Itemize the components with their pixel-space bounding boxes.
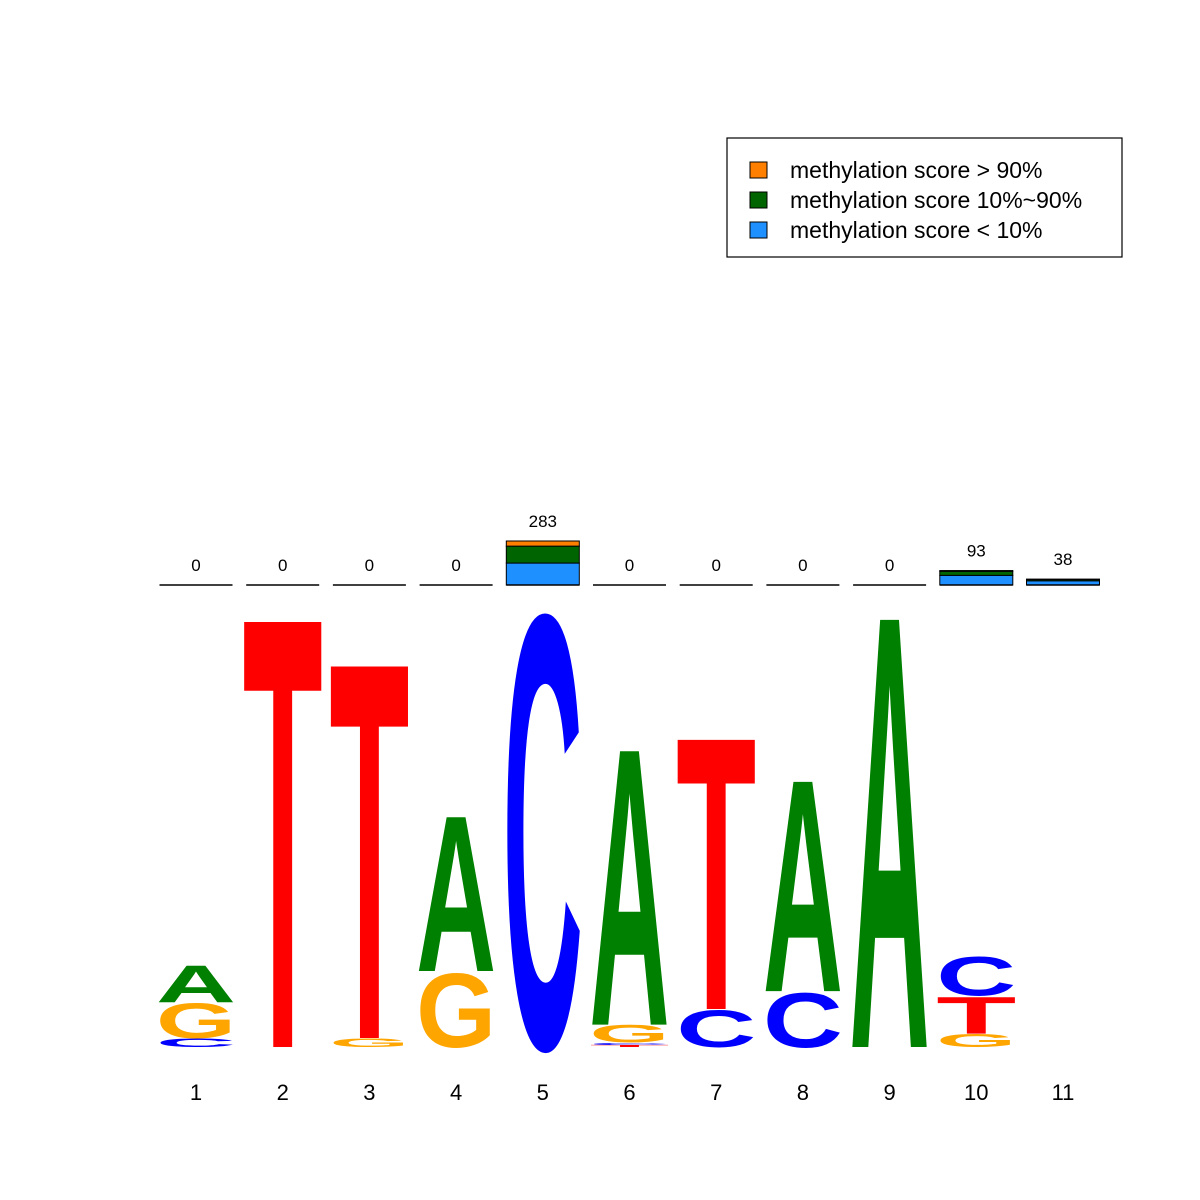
logo-letter: G: [156, 993, 236, 1048]
methylation-bar: [939, 570, 1014, 576]
position-label: 7: [710, 1080, 722, 1105]
count-label: 0: [625, 556, 634, 575]
logo-letter: T: [590, 1044, 670, 1047]
logo-letter: A: [850, 486, 930, 1180]
count-label: 0: [191, 556, 200, 575]
logo-letter: C: [676, 999, 756, 1058]
logo-letter: T: [329, 550, 409, 1154]
position-label: 3: [363, 1080, 375, 1105]
methylation-bar: [505, 540, 580, 547]
position-label: 4: [450, 1080, 462, 1105]
logo-letter: G: [936, 1030, 1016, 1051]
logo-letter: A: [590, 667, 670, 1110]
position-label: 2: [277, 1080, 289, 1105]
legend-label: methylation score < 10%: [790, 217, 1043, 243]
legend-swatch: [749, 191, 768, 209]
count-label: 0: [798, 556, 807, 575]
legend-box: [726, 137, 1123, 258]
logo-letter: T: [243, 487, 323, 1178]
methylation-bar: [505, 562, 580, 586]
position-label: 5: [537, 1080, 549, 1105]
legend-label: methylation score > 90%: [790, 157, 1043, 183]
position-label: 9: [883, 1080, 895, 1105]
methylation-bar: [939, 570, 1014, 572]
logo-letter: A: [156, 955, 236, 1014]
logo-letter: C: [590, 1042, 670, 1045]
count-label: 283: [529, 512, 557, 531]
logo-letter: C: [156, 1036, 236, 1050]
logo-letter: A: [763, 716, 843, 1056]
logo-letter: G: [590, 1020, 670, 1048]
count-label: 0: [365, 556, 374, 575]
position-label: 6: [623, 1080, 635, 1105]
logo-letter: T: [676, 657, 756, 1093]
count-label: 93: [967, 542, 986, 561]
logo-letter: T: [936, 986, 1016, 1045]
logo-letter: C: [763, 977, 843, 1064]
logo-letter: C: [503, 486, 583, 1180]
position-label: 10: [964, 1080, 988, 1105]
position-label: 1: [190, 1080, 202, 1105]
count-label: 38: [1054, 550, 1073, 569]
logo-letter: G: [329, 1036, 409, 1050]
methylation-bar: [505, 545, 580, 564]
logo-letter: A: [416, 768, 496, 1018]
legend-swatch: [749, 161, 768, 179]
count-label: 0: [885, 556, 894, 575]
position-label: 11: [1052, 1080, 1075, 1105]
count-label: 0: [278, 556, 287, 575]
count-label: 0: [711, 556, 720, 575]
legend-label: methylation score 10%~90%: [790, 187, 1082, 213]
count-label: 0: [451, 556, 460, 575]
position-label: 8: [797, 1080, 809, 1105]
methylation-bar: [939, 574, 1014, 586]
logo-letter: C: [936, 946, 1016, 1008]
legend-swatch: [749, 221, 768, 239]
logo-letter: G: [416, 952, 496, 1070]
